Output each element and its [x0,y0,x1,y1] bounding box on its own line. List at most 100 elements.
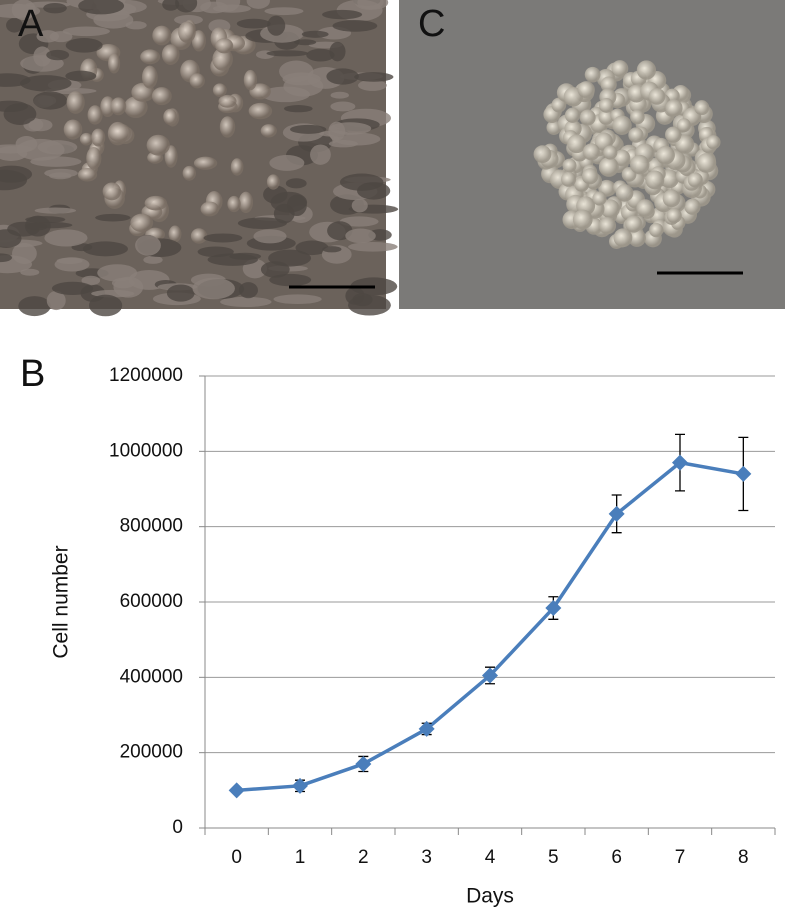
cell [200,201,220,217]
cell [0,100,28,113]
x-tick-label: 8 [738,847,749,868]
cell [246,0,270,9]
cell [49,172,72,180]
cell [227,195,241,213]
cell [0,253,12,263]
cell [54,257,90,272]
cell [310,144,331,165]
cell [326,68,359,85]
cell [49,31,73,43]
cell [95,213,131,222]
cell [284,105,313,113]
cell [143,255,163,264]
cell [65,38,103,53]
cell [91,128,106,147]
cell [260,261,290,278]
cell [192,277,235,300]
cell [358,79,387,91]
cell [110,97,127,116]
cell [34,207,77,214]
cell [330,101,356,112]
cell [78,0,125,15]
cell [33,91,68,110]
cell [347,294,391,316]
cell [329,41,346,62]
cell [66,91,85,114]
cell [140,49,161,65]
y-tick-label: 800000 [120,516,183,537]
cell [6,17,23,33]
cell [0,169,28,191]
cell [174,14,203,25]
cell [615,184,634,202]
cell [43,2,67,14]
cell [130,213,154,233]
cell [675,134,695,154]
cell [306,48,335,62]
cell [212,83,227,98]
cell [598,98,614,113]
cell [357,0,389,10]
cell [561,171,577,187]
cell [266,50,309,57]
cell [219,116,236,138]
x-tick-label: 7 [675,847,686,868]
cell [613,228,633,248]
data-point [672,454,688,471]
cell [135,235,161,256]
cell [598,217,617,235]
cell [238,191,254,214]
cell [332,20,378,32]
cell [0,144,34,154]
cell [102,182,122,201]
cell [163,108,178,126]
cell [30,156,82,167]
micrograph-a [0,0,399,317]
cell [579,109,596,126]
cell [600,199,620,219]
cell [295,240,329,256]
cell [16,138,65,161]
cell [267,15,286,36]
cell [328,140,358,148]
cell [11,0,36,20]
data-point [608,505,625,522]
y-tick-label: 200000 [120,742,183,763]
cell [77,168,98,182]
cell [166,284,195,302]
cell [648,88,666,105]
cell [339,216,379,227]
data-line [236,460,744,793]
cell [582,143,600,161]
cell [294,39,317,46]
cell [611,60,629,78]
cell [613,149,631,167]
cell [628,127,644,143]
cell [189,73,205,89]
cell [628,229,646,247]
cell [175,0,198,13]
cell [706,135,721,150]
cell [182,165,196,181]
y-tick-label: 0 [172,817,183,838]
cell [108,123,132,143]
cell [581,168,599,185]
y-tick-label: 1200000 [109,365,183,386]
x-tick-label: 6 [611,847,622,868]
cell [279,60,314,83]
cell [301,30,329,38]
cell [629,154,650,175]
cell [603,145,618,160]
cell [598,109,614,125]
cell [151,87,172,106]
cell [687,172,703,188]
cell [649,222,664,238]
cell [161,44,180,65]
cell [193,156,218,170]
data-point [355,755,372,772]
cell [81,275,101,286]
cell [600,76,617,93]
cell [676,118,691,133]
data-point [482,667,498,684]
